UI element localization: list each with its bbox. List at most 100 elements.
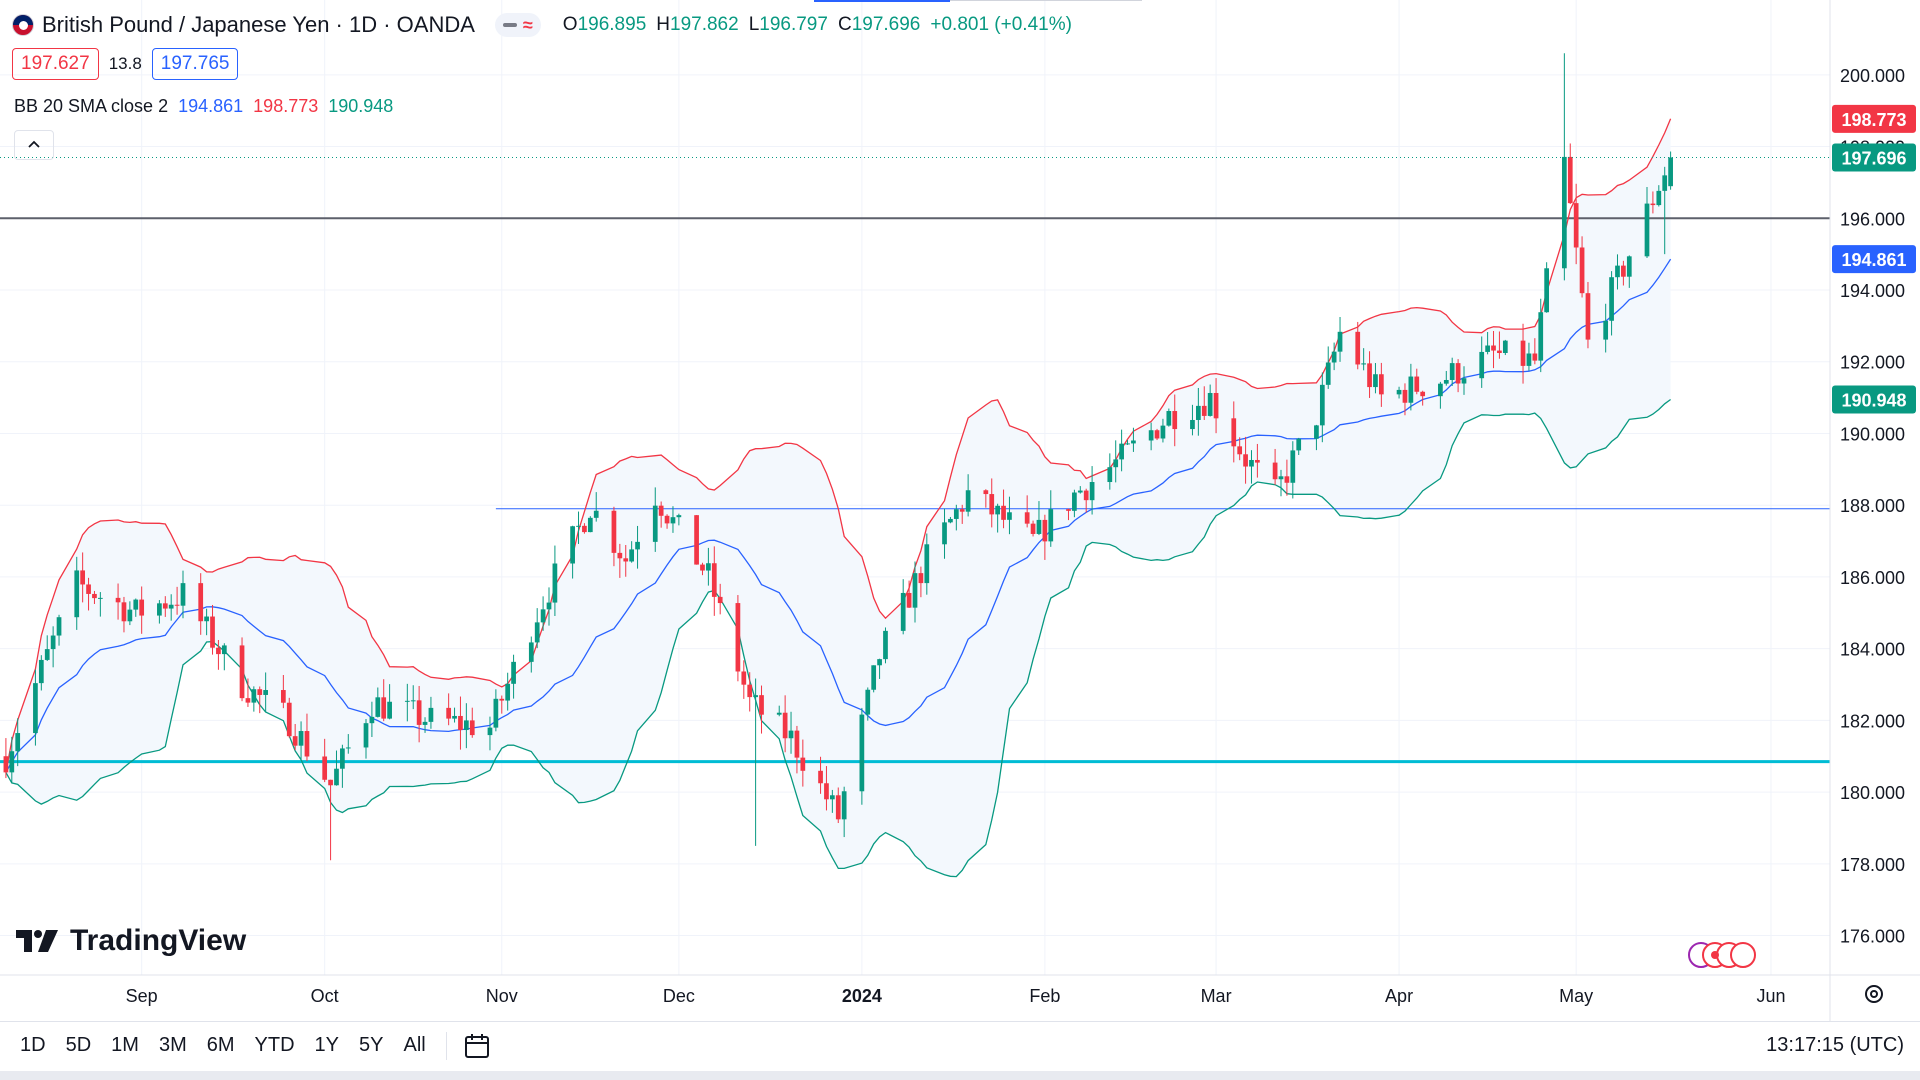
range-all-button[interactable]: All <box>403 1034 426 1056</box>
candle-body <box>948 518 953 523</box>
candle-body <box>1077 490 1083 493</box>
y-tick-label: 188.000 <box>1840 496 1905 516</box>
ohlc-open-key: O <box>562 14 578 35</box>
candle-body <box>239 645 245 699</box>
candle-body <box>263 690 269 695</box>
candle-body <box>3 756 9 773</box>
candle-body <box>97 597 103 599</box>
candle-body <box>1414 376 1420 392</box>
candle-body <box>499 698 505 701</box>
candle-body <box>446 707 452 719</box>
tradingview-mark-icon <box>16 930 58 952</box>
candle-body <box>280 690 286 703</box>
candle-body <box>652 505 658 542</box>
candle-body <box>1396 389 1402 395</box>
toolbar-divider <box>445 1031 447 1060</box>
change-value: +0.801 (+0.41%) <box>930 14 1072 35</box>
x-tick-label: Sep <box>126 986 158 1006</box>
candle-body <box>635 541 640 550</box>
candle-body <box>251 689 257 703</box>
ohlc-close-value: 197.696 <box>851 14 921 35</box>
candle-body <box>198 583 204 622</box>
candle-body <box>74 570 80 618</box>
candle-body <box>717 596 723 604</box>
range-5y-button[interactable]: 5Y <box>359 1034 384 1056</box>
candle-body <box>375 697 381 717</box>
candle-body <box>829 795 835 800</box>
candle-body <box>493 698 499 728</box>
buy-button[interactable]: 197.765 <box>151 48 239 80</box>
candle-body <box>865 689 871 715</box>
candle-body <box>1626 256 1632 277</box>
range-1d-button[interactable]: 1D <box>20 1034 46 1056</box>
candle-body <box>1160 425 1166 439</box>
candle-body <box>1296 438 1302 451</box>
candle-body <box>552 563 558 603</box>
range-1m-button[interactable]: 1M <box>111 1034 139 1056</box>
y-tick-label: 190.000 <box>1840 424 1905 444</box>
candle-body <box>1125 443 1130 445</box>
candle-body <box>428 707 434 722</box>
logo-text: TradingView <box>70 924 247 957</box>
bollinger-legend[interactable]: BB 20 SMA close 2 194.861 198.773 190.94… <box>14 96 393 117</box>
wave-icon: ≈ <box>522 14 533 35</box>
spread-value: 13.8 <box>108 54 142 73</box>
candle-body <box>623 558 629 562</box>
minus-icon <box>502 23 517 27</box>
candle-body <box>15 733 21 752</box>
candle-body <box>1290 450 1296 483</box>
candle-body <box>587 517 593 533</box>
candle-body <box>841 791 847 820</box>
candle-body <box>534 622 540 643</box>
range-3m-button[interactable]: 3M <box>158 1034 187 1056</box>
candle-body <box>995 505 1001 515</box>
range-ytd-button[interactable]: YTD <box>254 1034 295 1056</box>
candle-body <box>1449 363 1455 380</box>
candle-body <box>286 702 292 737</box>
candle-body <box>257 689 263 695</box>
upper-band-line <box>5 118 1672 773</box>
range-1y-button[interactable]: 1Y <box>314 1034 340 1056</box>
candle-body <box>422 721 428 725</box>
candle-body <box>1007 512 1012 520</box>
range-5d-button[interactable]: 5D <box>65 1034 92 1056</box>
candle-body <box>1048 509 1054 542</box>
candle-body <box>611 510 617 553</box>
range-6m-button[interactable]: 6M <box>206 1034 235 1056</box>
candle-body <box>180 583 186 606</box>
candle-body <box>139 599 145 616</box>
collapse-legend-button[interactable] <box>14 130 54 160</box>
candle-body <box>794 730 800 758</box>
bollinger-band-fill <box>5 118 1671 877</box>
market-status-pill[interactable]: ≈ <box>494 13 541 37</box>
tradingview-logo[interactable]: TradingView <box>16 924 246 958</box>
candle-body <box>1284 476 1290 483</box>
candle-body <box>1314 425 1319 439</box>
candle-body <box>1526 353 1532 366</box>
candle-body <box>216 647 221 655</box>
events-icon[interactable] <box>1686 940 1762 970</box>
candle-body <box>965 490 971 512</box>
price-axis-label-bg <box>1832 143 1916 172</box>
sell-button[interactable]: 197.627 <box>12 48 99 80</box>
candle-body <box>1520 340 1526 366</box>
symbol-header: British Pound / Japanese Yen · 1D · OAND… <box>12 10 1072 40</box>
candle-body <box>1249 459 1254 467</box>
utc-clock[interactable]: 13:17:15 (UTC) <box>1766 1034 1904 1056</box>
top-accent-line <box>814 0 950 2</box>
candle-body <box>127 609 133 622</box>
candle-body <box>1621 265 1626 277</box>
candle-body <box>204 616 209 622</box>
candle-body <box>1113 459 1119 468</box>
candle-body <box>1603 320 1609 340</box>
settings-gear-icon[interactable] <box>1862 982 1886 1006</box>
candle-body <box>381 697 387 719</box>
candle-body <box>871 665 877 690</box>
ohlc-low-key: L <box>748 14 760 35</box>
x-tick-label: 2024 <box>842 986 882 1006</box>
candle-body <box>168 604 174 609</box>
symbol-title[interactable]: British Pound / Japanese Yen · 1D · OAND… <box>42 12 475 37</box>
go-to-date-calendar-icon[interactable] <box>463 1032 491 1060</box>
candle-body <box>1083 490 1089 501</box>
